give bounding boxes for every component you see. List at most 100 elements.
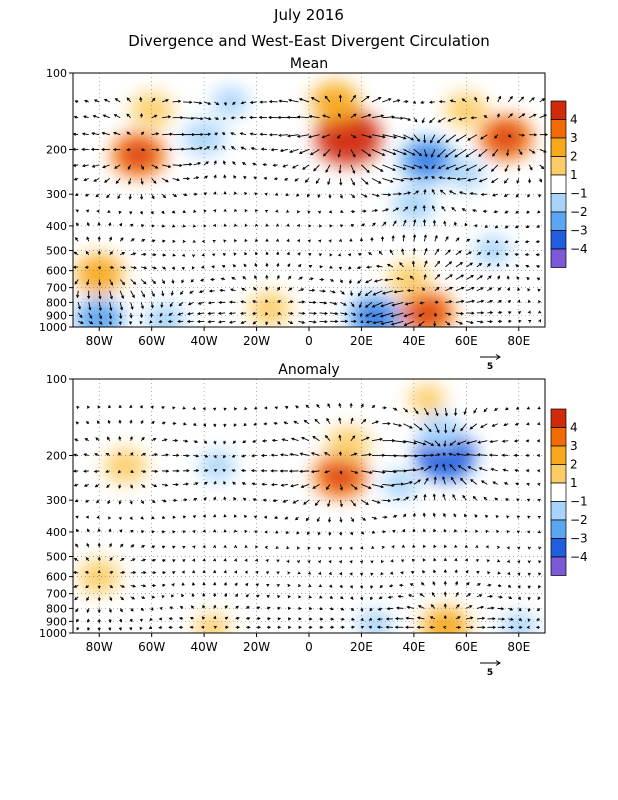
reference-vector-label: 5 — [487, 668, 493, 678]
wind-vector — [292, 164, 299, 169]
wind-vector-head — [84, 571, 89, 575]
wind-vector — [338, 418, 341, 424]
wind-vector-head — [312, 485, 316, 489]
wind-vector — [250, 133, 257, 136]
wind-vector-head — [97, 609, 101, 614]
wind-vector-head — [119, 609, 123, 613]
wind-vector-head — [430, 443, 435, 446]
y-tick-label: 1000 — [39, 321, 67, 334]
wind-vector — [289, 149, 299, 153]
wind-vector-head — [143, 281, 147, 285]
wind-vector — [466, 453, 477, 456]
wind-vector-head — [225, 616, 229, 620]
wind-vector — [480, 134, 488, 140]
wind-vector-head — [517, 287, 521, 291]
wind-vector-head — [222, 455, 226, 459]
wind-vector-head — [141, 148, 146, 152]
wind-vector — [151, 132, 159, 136]
wind-vector-head — [244, 251, 248, 256]
wind-vector-head — [162, 253, 167, 257]
wind-vector-head — [502, 468, 506, 472]
wind-vector-head — [86, 619, 90, 624]
wind-vector-head — [155, 132, 160, 136]
wind-vector-head — [409, 481, 413, 485]
wind-vector-head — [74, 193, 79, 196]
wind-vector-head — [108, 627, 112, 632]
wind-vector-head — [400, 571, 404, 575]
wind-vector-head — [274, 406, 278, 410]
wind-vector-head — [510, 625, 515, 629]
wind-vector-head — [192, 529, 196, 534]
wind-vector — [382, 149, 396, 155]
wind-vector-head — [187, 302, 192, 306]
wind-vector — [405, 301, 414, 305]
wind-vector-head — [208, 117, 212, 121]
wind-vector-head — [443, 220, 447, 224]
wind-vector-head — [527, 560, 531, 564]
divergence-region — [75, 299, 124, 327]
wind-vector-head — [245, 582, 249, 587]
wind-vector-head — [527, 546, 531, 550]
wind-vector-head — [507, 299, 512, 304]
wind-vector-head — [349, 402, 353, 407]
wind-vector-head — [516, 515, 520, 519]
wind-vector-head — [368, 486, 372, 489]
wind-vector-head — [182, 545, 186, 549]
wind-vector — [203, 146, 210, 150]
wind-vector-head — [305, 517, 309, 522]
wind-vector-head — [455, 138, 459, 142]
wind-vector-head — [109, 251, 113, 255]
wind-vector-head — [191, 593, 195, 597]
wind-vector-head — [536, 439, 541, 443]
wind-vector-head — [281, 438, 285, 442]
wind-vector-head — [126, 113, 130, 117]
wind-vector-head — [179, 606, 184, 610]
wind-vector-head — [108, 404, 112, 409]
wind-vector-head — [254, 530, 258, 534]
wind-vector-head — [203, 224, 207, 228]
wind-vector — [529, 149, 535, 154]
wind-vector-head — [73, 251, 77, 255]
wind-vector-head — [229, 320, 233, 324]
wind-vector — [316, 178, 320, 184]
wind-vector — [459, 117, 467, 120]
wind-vector-head — [475, 544, 479, 549]
wind-vector-head — [401, 248, 405, 252]
wind-vector-head — [517, 560, 521, 564]
wind-vector-head — [108, 609, 112, 613]
wind-vector-head — [380, 321, 384, 325]
wind-vector — [455, 250, 462, 256]
wind-vector-head — [74, 438, 78, 442]
wind-vector — [446, 164, 457, 170]
wind-vector-head — [537, 596, 541, 601]
wind-vector — [442, 476, 446, 485]
wind-vector — [327, 500, 331, 507]
wind-vector-head — [442, 463, 446, 467]
wind-vector-head — [90, 147, 95, 151]
wind-vector-head — [172, 210, 176, 214]
wind-vector-head — [173, 194, 178, 197]
wind-vector-head — [270, 453, 275, 457]
wind-vector-head — [244, 191, 248, 196]
wind-vector-head — [129, 627, 133, 631]
colorbar-label: −3 — [570, 224, 588, 238]
colorbar-label: 2 — [570, 150, 578, 164]
wind-vector-head — [213, 223, 216, 228]
wind-vector-head — [86, 221, 90, 226]
wind-vector-head — [387, 595, 392, 599]
wind-vector-head — [356, 266, 361, 270]
wind-vector-head — [380, 485, 385, 489]
wind-vector-head — [142, 452, 147, 456]
wind-vector-head — [242, 440, 246, 444]
wind-vector-head — [503, 180, 508, 184]
wind-vector-head — [489, 594, 494, 598]
wind-vector — [466, 605, 472, 609]
wind-vector-head — [120, 543, 124, 547]
wind-vector-head — [235, 593, 239, 597]
wind-vector-head — [213, 441, 217, 445]
wind-vector-head — [506, 559, 511, 563]
wind-vector-head — [170, 292, 174, 297]
wind-vector-head — [387, 499, 392, 503]
wind-vector — [229, 312, 236, 314]
